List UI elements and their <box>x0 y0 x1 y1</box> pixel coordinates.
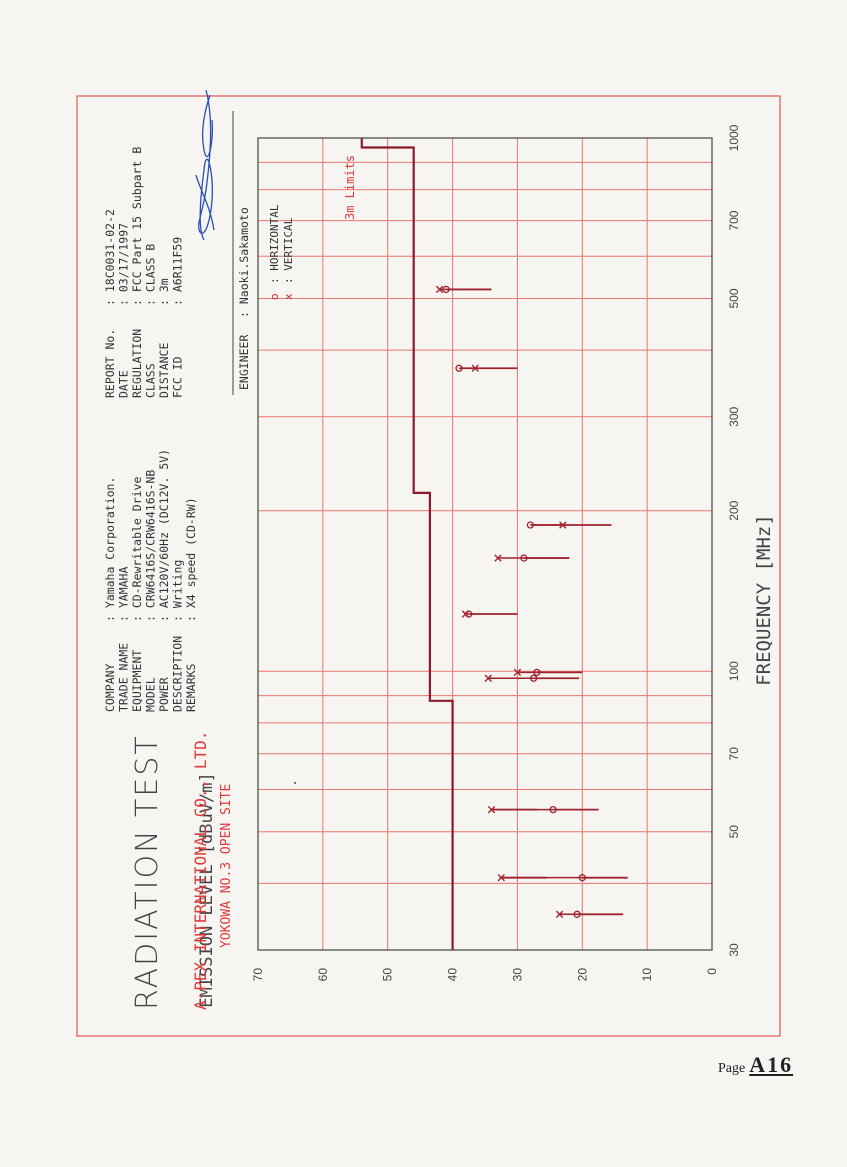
plot-frame <box>257 137 713 951</box>
legend-horizontal-symbol: o <box>268 293 281 300</box>
x-tick-label: 30 <box>727 943 741 957</box>
report-field-label: CLASS <box>144 363 158 398</box>
x-tick-label: 1000 <box>727 124 741 151</box>
x-tick-label: 500 <box>727 288 741 308</box>
equipment-info: COMPANY : Yamaha Corporation. TRADE NAME : … <box>103 449 198 712</box>
scan-dot <box>293 781 297 785</box>
equipment-field-label: DESCRIPTION <box>171 636 185 712</box>
page-number-value: A16 <box>749 1052 794 1077</box>
emission-marks <box>435 285 628 918</box>
legend-vertical-label: : VERTICAL <box>282 217 295 284</box>
report-title: RADIATION TEST <box>130 734 165 1010</box>
report-field-value: : 03/17/1997 <box>117 223 131 306</box>
equipment-field-value: : YAMAHA <box>117 567 131 622</box>
x-tick-labels: 30 50 70 100 200 300 500 700 1000 <box>727 124 741 956</box>
report-field-label: DISTANCE <box>157 343 171 398</box>
limit-line <box>360 138 454 950</box>
engineer-signature <box>195 89 215 241</box>
report-field-value: : FCC Part 15 Subpart B <box>130 147 144 306</box>
report-info: REPORT No. : 18C0031-02-2 DATE : 03/17/1997… <box>103 147 185 398</box>
report-field-value: : 3m <box>157 278 171 306</box>
page-number: Page A16 <box>718 1052 793 1078</box>
equipment-field-label: COMPANY <box>103 663 117 712</box>
lab-name: A-PEX INTERNATIONAL CO., LTD. <box>191 731 210 1010</box>
x-tick-label: 100 <box>727 661 741 681</box>
limit-label: 3m Limits <box>343 155 357 220</box>
y-tick-label: 30 <box>510 968 524 982</box>
legend-vertical-symbol: x <box>282 293 295 300</box>
chart-grid <box>258 138 712 950</box>
vertical-point <box>559 521 567 529</box>
site-name: YOKOWA NO.3 OPEN SITE <box>219 784 234 948</box>
equipment-field-value: : CRW6416S/CRW6416S-NB <box>144 470 158 622</box>
legend-horizontal-label: : HORIZONTAL <box>268 204 281 284</box>
equipment-field-label: TRADE NAME <box>117 643 131 712</box>
x-tick-label: 300 <box>727 406 741 426</box>
y-tick-label: 70 <box>251 968 265 982</box>
engineer-label: ENGINEER <box>237 335 251 390</box>
equipment-field-value: : Writing <box>171 560 185 622</box>
legend: o : HORIZONTAL x : VERTICAL <box>268 204 295 300</box>
report-field-value: : 18C0031-02-2 <box>103 209 117 306</box>
x-tick-label: 200 <box>727 500 741 520</box>
y-tick-label: 50 <box>381 968 395 982</box>
report-field-label: FCC ID <box>171 356 185 398</box>
y-tick-label: 40 <box>446 968 460 982</box>
equipment-field-label: MODEL <box>144 677 158 712</box>
report-field-label: REPORT No. <box>103 329 117 398</box>
report-field-label: REGULATION <box>130 329 144 398</box>
equipment-field-value: : CD-Rewritable Drive <box>130 477 144 622</box>
report-field-value: : A6R11F59 <box>171 237 185 306</box>
x-tick-label: 700 <box>727 210 741 230</box>
vertical-point <box>494 554 502 562</box>
equipment-field-value: : Yamaha Corporation. <box>103 477 117 622</box>
page-border <box>76 95 781 1037</box>
vertical-point <box>497 873 505 882</box>
x-tick-label: 50 <box>727 825 741 839</box>
y-tick-label: 60 <box>316 968 330 982</box>
x-tick-label: 70 <box>727 747 741 761</box>
report-field-label: DATE <box>117 370 131 398</box>
y-tick-label: 20 <box>575 968 589 982</box>
engineer-name: : Naoki.Sakamoto <box>237 207 251 318</box>
report-field-value: : CLASS B <box>144 244 158 306</box>
equipment-field-label: REMARKS <box>184 663 198 712</box>
y-tick-label: 0 <box>705 968 719 975</box>
equipment-field-label: POWER <box>157 677 171 712</box>
equipment-field-label: EQUIPMENT <box>130 650 144 712</box>
y-axis-label: EMISSION LEVEL [dBuV/m] <box>197 772 217 1007</box>
equipment-field-value: : X4 speed (CD-RW) <box>184 497 198 622</box>
x-axis-label: FREQUENCY [MHz] <box>753 514 775 686</box>
emission-chart: 30 50 70 100 200 300 500 700 1000 0 10 20 30 40 50 60 7… <box>197 124 775 1007</box>
y-tick-label: 10 <box>640 968 654 982</box>
page-label: Page <box>718 1061 746 1076</box>
equipment-field-value: : AC120V/60Hz (DC12V. 5V) <box>157 449 171 622</box>
y-tick-labels: 0 10 20 30 40 50 60 70 <box>251 968 719 982</box>
